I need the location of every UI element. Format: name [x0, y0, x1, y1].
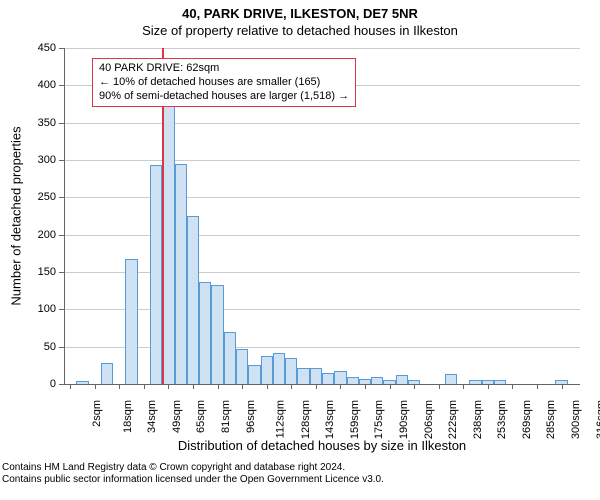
histogram-bar — [187, 216, 199, 384]
grid-line — [64, 347, 580, 348]
x-tick-label: 253sqm — [496, 400, 508, 439]
y-tick-label: 450 — [38, 42, 64, 54]
histogram-bar — [261, 356, 273, 384]
grid-line — [64, 309, 580, 310]
x-tick-label: 222sqm — [447, 400, 459, 439]
y-tick-label: 0 — [50, 378, 64, 390]
histogram-bar — [310, 368, 322, 384]
x-tick-label: 2sqm — [91, 400, 103, 427]
x-tick-label: 112sqm — [274, 400, 286, 438]
histogram-bar — [211, 285, 223, 384]
x-tick-label: 316sqm — [595, 400, 600, 439]
y-axis-label: Number of detached properties — [9, 126, 24, 305]
plot-area: 0501001502002503003504004502sqm18sqm34sq… — [64, 48, 580, 384]
x-tick-label: 96sqm — [245, 400, 257, 433]
histogram-bar — [347, 377, 359, 384]
y-tick-label: 250 — [38, 191, 64, 203]
x-tick-label: 300sqm — [570, 400, 582, 439]
grid-line — [64, 48, 580, 49]
y-tick-label: 100 — [38, 303, 64, 315]
histogram-bar — [101, 363, 113, 384]
grid-line — [64, 197, 580, 198]
footer-attribution: Contains HM Land Registry data © Crown c… — [0, 462, 600, 486]
histogram-bar — [445, 374, 457, 384]
histogram-bar — [199, 282, 211, 384]
histogram-bar — [224, 332, 236, 384]
histogram-bar — [396, 375, 408, 384]
histogram-bar — [76, 381, 88, 384]
histogram-bar — [150, 165, 162, 384]
annotation-line: 40 PARK DRIVE: 62sqm — [99, 62, 349, 76]
x-tick-label: 34sqm — [146, 400, 158, 433]
footer-line: Contains HM Land Registry data © Crown c… — [0, 462, 600, 474]
x-tick-label: 18sqm — [122, 400, 134, 433]
x-tick-label: 65sqm — [195, 400, 207, 433]
histogram-bar — [322, 373, 334, 384]
histogram-bar — [248, 365, 260, 384]
histogram-bar — [125, 259, 137, 384]
x-tick-label: 159sqm — [349, 400, 361, 439]
y-tick-label: 400 — [38, 79, 64, 91]
y-tick-label: 50 — [44, 341, 64, 353]
x-tick-label: 81sqm — [220, 400, 232, 433]
chart-container: 40, PARK DRIVE, ILKESTON, DE7 5NR Size o… — [0, 0, 600, 500]
x-tick-label: 143sqm — [324, 400, 336, 439]
histogram-bar — [494, 380, 506, 384]
annotation-line: 90% of semi-detached houses are larger (… — [99, 90, 349, 104]
histogram-bar — [469, 380, 481, 384]
y-tick-label: 350 — [38, 117, 64, 129]
grid-line — [64, 235, 580, 236]
x-tick-label: 269sqm — [521, 400, 533, 439]
x-tick-label: 206sqm — [423, 400, 435, 439]
x-tick-label: 128sqm — [300, 400, 312, 439]
chart-title: 40, PARK DRIVE, ILKESTON, DE7 5NR — [0, 6, 600, 21]
grid-line — [64, 272, 580, 273]
grid-line — [64, 160, 580, 161]
histogram-bar — [285, 358, 297, 384]
x-tick-label: 190sqm — [398, 400, 410, 439]
grid-line — [64, 123, 580, 124]
x-tick-label: 49sqm — [171, 400, 183, 433]
histogram-bar — [334, 371, 346, 384]
histogram-bar — [175, 164, 187, 384]
footer-line: Contains public sector information licen… — [0, 474, 600, 486]
x-tick-label: 175sqm — [374, 400, 386, 439]
histogram-bar — [273, 353, 285, 384]
x-axis-label: Distribution of detached houses by size … — [178, 438, 466, 453]
chart-subtitle: Size of property relative to detached ho… — [0, 23, 600, 38]
y-tick-label: 150 — [38, 266, 64, 278]
x-tick-label: 285sqm — [546, 400, 558, 439]
x-tick-label: 238sqm — [472, 400, 484, 439]
histogram-bar — [297, 368, 309, 384]
histogram-bar — [371, 377, 383, 384]
annotation-box: 40 PARK DRIVE: 62sqm← 10% of detached ho… — [92, 58, 356, 107]
histogram-bar — [236, 349, 248, 384]
annotation-line: ← 10% of detached houses are smaller (16… — [99, 76, 349, 90]
y-tick-label: 300 — [38, 154, 64, 166]
y-tick-label: 200 — [38, 229, 64, 241]
